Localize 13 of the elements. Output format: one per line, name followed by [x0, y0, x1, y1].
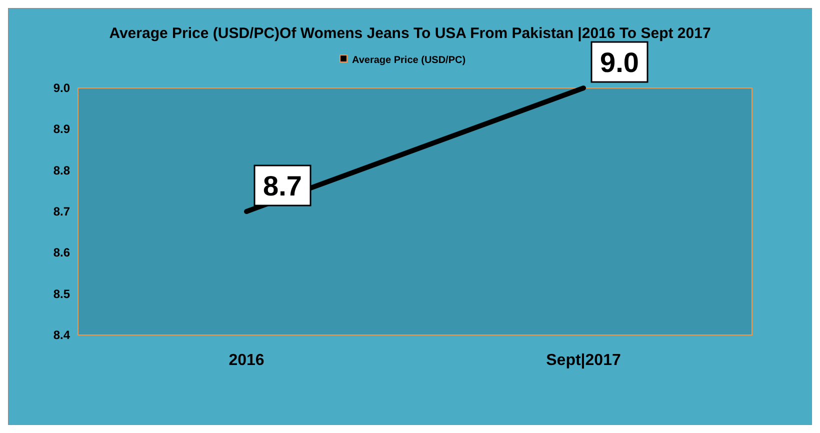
chart-title: Average Price (USD/PC)Of Womens Jeans To USA From Pakistan |2016 To Sept 2017 [109, 25, 711, 42]
legend-label: Average Price (USD/PC) [352, 55, 466, 66]
y-tick-label: 9.0 [53, 81, 70, 95]
y-tick-label: 8.6 [53, 246, 70, 260]
y-tick-label: 8.7 [53, 204, 70, 218]
x-tick-label: Sept|2017 [546, 352, 621, 369]
data-label: 8.7 [263, 170, 302, 202]
y-tick-label: 8.4 [53, 328, 70, 342]
y-tick-label: 8.9 [53, 122, 70, 136]
data-label: 9.0 [600, 47, 639, 78]
x-tick-label: 2016 [228, 352, 264, 369]
y-tick-label: 8.8 [53, 163, 70, 178]
y-tick-label: 8.5 [53, 286, 70, 301]
